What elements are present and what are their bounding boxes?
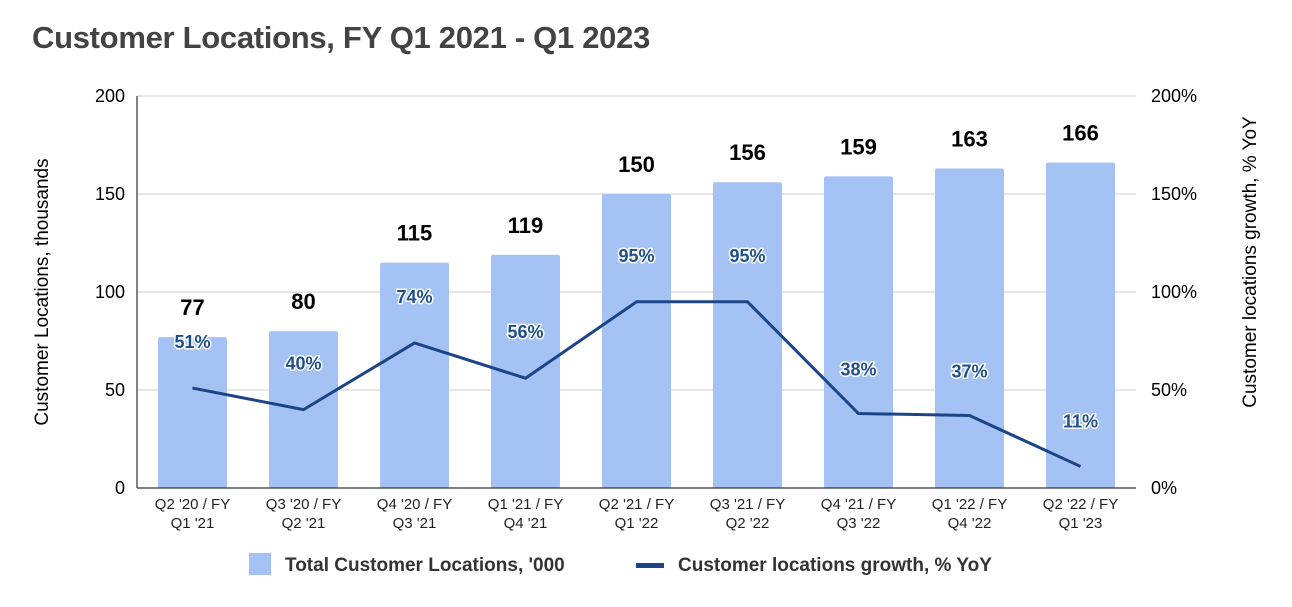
legend-line-label: Customer locations growth, % YoY <box>678 555 992 576</box>
line-value-label: 56% <box>507 322 543 342</box>
x-tick-label: Q3 '20 / FY Q2 '21 <box>266 496 341 532</box>
y-tick-label: 100 <box>95 282 125 302</box>
y-tick-label: 50 <box>105 380 125 400</box>
line-value-label: 95% <box>729 246 765 266</box>
bar <box>158 337 227 488</box>
bar <box>602 194 671 488</box>
line-value-label: 95% <box>618 246 654 266</box>
bar-value-label: 166 <box>1062 121 1099 146</box>
bar-value-label: 77 <box>180 295 204 320</box>
legend-bar-label: Total Customer Locations, '000 <box>285 555 565 576</box>
y2-tick-label: 150% <box>1151 184 1197 204</box>
bar <box>1046 162 1115 488</box>
x-tick-label: Q2 '20 / FY Q1 '21 <box>155 496 230 532</box>
y-tick-label: 150 <box>95 184 125 204</box>
legend-line-swatch <box>636 563 664 568</box>
x-tick-label: Q1 '22 / FY Q4 '22 <box>932 496 1007 532</box>
bar-value-label: 163 <box>951 127 988 152</box>
y2-tick-label: 200% <box>1151 86 1197 106</box>
x-tick-label: Q3 '21 / FY Q2 '22 <box>710 496 785 532</box>
bar-value-label: 119 <box>508 213 544 238</box>
growth-line <box>192 300 1082 468</box>
bar <box>713 182 782 489</box>
axes: 0 0% 50 50% 100 100% 150 150% 200 200% Customer Lo… <box>32 86 1261 532</box>
y2-tick-label: 0% <box>1151 478 1177 498</box>
line-value-label: 51% <box>174 332 210 352</box>
chart-title: Customer Locations, FY Q1 2021 - Q1 2023 <box>32 20 651 55</box>
bar <box>380 262 449 488</box>
bar-value-label: 156 <box>729 140 766 165</box>
line-value-label: 11% <box>1063 411 1098 431</box>
y2-tick-label: 50% <box>1151 380 1187 400</box>
x-tick-label: Q4 '21 / FY Q3 '22 <box>821 496 896 532</box>
bar-series <box>158 162 1115 489</box>
legend: Total Customer Locations, '000 Customer l… <box>249 553 992 576</box>
line-series <box>192 300 1082 468</box>
bar <box>491 254 560 488</box>
line-value-label: 38% <box>840 360 876 380</box>
x-tick-label: Q2 '21 / FY Q1 '22 <box>599 496 674 532</box>
y2-tick-label: 100% <box>1151 282 1197 302</box>
bar-value-label: 150 <box>618 152 655 177</box>
line-value-label: 37% <box>951 361 987 381</box>
bar-value-label: 115 <box>397 221 433 246</box>
y-tick-label: 0 <box>115 478 125 498</box>
y-tick-label: 200 <box>95 86 125 106</box>
bar-value-label: 159 <box>840 134 877 159</box>
line-value-label: 74% <box>396 287 432 307</box>
bar <box>935 168 1004 488</box>
x-tick-label: Q2 '22 / FY Q1 '23 <box>1043 496 1118 532</box>
legend-bar-swatch <box>249 553 271 575</box>
y-axis-title: Customer Locations, thousands <box>32 158 53 425</box>
y2-axis-title: Customer locations growth, % YoY <box>1240 116 1261 408</box>
data-labels: 77 80 115 119 150 156 159 163 166 51% 40% 74% 56% 95%… <box>173 121 1100 433</box>
line-value-label: 40% <box>285 354 321 374</box>
x-tick-label: Q4 '20 / FY Q3 '21 <box>377 496 452 532</box>
x-tick-label: Q1 '21 / FY Q4 '21 <box>488 496 563 532</box>
bar-value-label: 80 <box>291 289 315 314</box>
bar <box>824 176 893 489</box>
